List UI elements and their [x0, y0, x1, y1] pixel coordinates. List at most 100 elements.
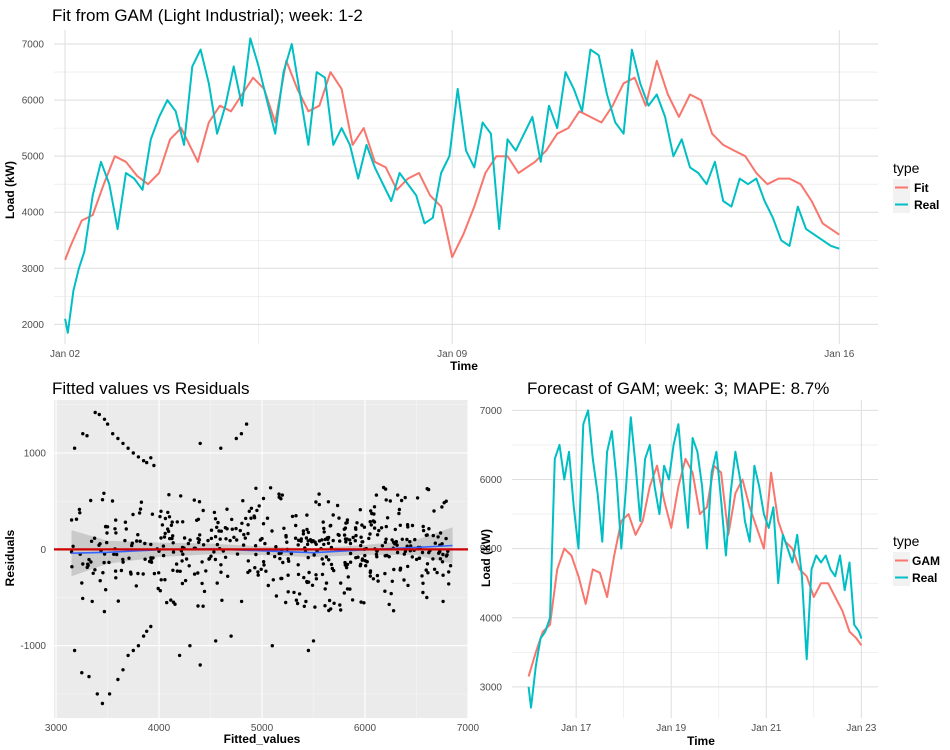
resid-point: [170, 520, 174, 524]
resid-point: [139, 500, 144, 504]
resid-point: [425, 595, 429, 600]
resid-point: [95, 692, 100, 696]
forecast-chart-ticks: 3000 4000 5000 6000 7000 Jan 17 Jan 19 Jan 21 Ja…: [480, 406, 877, 734]
resid-point: [225, 507, 229, 511]
resid-point: [277, 495, 281, 499]
resid-point: [372, 520, 377, 524]
resid-point: [375, 555, 379, 559]
resid-point: [348, 538, 352, 542]
resid-point: [69, 518, 74, 522]
resid-point: [100, 498, 105, 502]
resid-point: [345, 562, 350, 567]
resid-point: [278, 556, 282, 561]
forecast-y-tick-label: 5000: [480, 544, 503, 555]
forecast-chart-title: Forecast of GAM; week: 3; MAPE: 8.7%: [527, 379, 829, 398]
resid-point: [252, 516, 257, 520]
resid-point: [346, 575, 350, 579]
resid-point: [258, 538, 263, 542]
resid-point: [394, 540, 398, 545]
fit-x-tick-label: Jan 02: [50, 349, 80, 360]
residual-chart-ylabel: Residuals: [3, 529, 17, 586]
fit-y-tick-label: 4000: [22, 208, 45, 219]
forecast-chart-series: [527, 409, 863, 709]
resid-point: [167, 493, 171, 497]
resid-point: [290, 514, 295, 519]
forecast-y-tick-label: 7000: [480, 406, 503, 417]
resid-point: [344, 521, 348, 525]
resid-point: [431, 557, 435, 561]
resid-point: [181, 552, 185, 556]
resid-point: [186, 541, 191, 546]
resid-point: [444, 499, 448, 503]
resid-point: [380, 544, 385, 548]
resid-point: [325, 536, 329, 540]
resid-point: [293, 536, 298, 540]
resid-point: [438, 531, 443, 535]
resid-point: [102, 609, 107, 614]
resid-point: [93, 410, 97, 415]
resid-point: [277, 551, 281, 556]
resid-point: [246, 531, 250, 536]
resid-point: [358, 508, 362, 512]
resid-point: [437, 549, 442, 554]
resid-point: [161, 553, 166, 558]
resid-point: [130, 541, 134, 545]
resid-point: [359, 562, 363, 566]
resid-point: [105, 531, 109, 535]
resid-point: [375, 573, 380, 578]
resid-point: [398, 566, 403, 570]
resid-point: [323, 604, 327, 608]
resid-point: [328, 524, 332, 528]
resid-point: [166, 510, 170, 515]
resid-point: [98, 542, 102, 546]
resid-point: [364, 564, 368, 568]
resid-point: [141, 459, 146, 463]
resid-point: [296, 563, 300, 567]
resid-point: [270, 644, 274, 648]
forecast-x-tick-label: Jan 23: [846, 723, 876, 734]
resid-point: [403, 549, 408, 554]
resid-point: [202, 589, 207, 594]
resid-point: [444, 536, 448, 541]
resid-point: [213, 557, 218, 562]
resid-point: [201, 508, 205, 513]
fit-chart: Fit from GAM (Light Industrial); week: 1…: [3, 6, 939, 373]
resid-point: [209, 528, 214, 532]
resid-point: [331, 513, 335, 517]
resid-x-tick-label: 5000: [251, 723, 274, 734]
resid-point: [126, 446, 130, 450]
resid-point: [188, 538, 192, 542]
resid-point: [167, 515, 172, 519]
resid-point: [306, 648, 311, 653]
resid-y-tick-label: 0: [40, 545, 46, 556]
resid-point: [310, 583, 315, 587]
resid-point: [295, 601, 300, 606]
forecast-chart-grid: [512, 400, 878, 718]
resid-point: [362, 525, 367, 529]
resid-point: [359, 600, 363, 604]
resid-point: [307, 570, 311, 575]
fit-y-tick-label: 2000: [22, 320, 45, 331]
resid-point: [274, 545, 278, 549]
resid-point: [302, 604, 306, 608]
resid-point: [314, 577, 319, 581]
resid-point: [384, 537, 388, 541]
resid-point: [152, 463, 156, 468]
resid-point: [345, 518, 350, 522]
resid-point: [261, 560, 266, 564]
resid-point: [266, 551, 270, 555]
resid-point: [87, 557, 91, 562]
resid-point: [385, 516, 390, 520]
resid-point: [320, 538, 324, 542]
resid-point: [440, 505, 444, 509]
resid-point: [376, 579, 380, 583]
resid-point: [126, 653, 130, 658]
resid-point: [184, 557, 189, 561]
resid-point: [414, 557, 419, 562]
resid-point: [209, 536, 214, 541]
resid-point: [286, 557, 290, 561]
resid-point: [335, 503, 340, 508]
resid-smooth-band: [71, 527, 453, 577]
resid-point: [406, 564, 410, 569]
resid-point: [441, 573, 445, 577]
